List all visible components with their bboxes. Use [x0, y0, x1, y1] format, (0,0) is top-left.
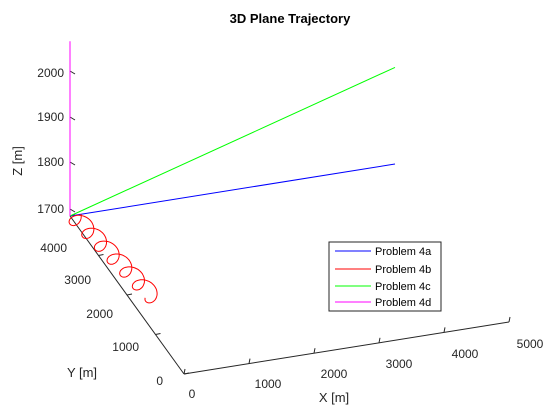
tick-mark	[508, 316, 511, 323]
tick-mark	[183, 368, 186, 375]
legend-label-4c: Problem 4c	[375, 281, 431, 293]
tick-mark-group	[69, 70, 511, 375]
tick-mark	[443, 327, 446, 333]
tick-mark	[69, 208, 76, 213]
tick-mark	[155, 333, 161, 335]
tick-mark	[69, 116, 76, 121]
z-tick-label: 1900	[37, 110, 64, 124]
x-tick-label: 5000	[517, 337, 544, 351]
z-axis-label: Z [m]	[10, 146, 25, 176]
x-tick-label: 0	[189, 387, 196, 401]
z-tick-label: 1800	[37, 155, 64, 169]
series-layer	[68, 41, 396, 304]
y-tick-label: 3000	[64, 273, 91, 287]
chart-title: 3D Plane Trajectory	[230, 11, 351, 26]
x-tick-label: 3000	[386, 357, 413, 371]
legend-box	[328, 241, 442, 312]
x-axis-label: X [m]	[319, 390, 349, 405]
x-tick-group: 0 1000 2000 3000 4000 5000	[189, 337, 544, 401]
z-tick-label: 2000	[37, 66, 64, 80]
y-tick-label: 4000	[40, 241, 67, 255]
y-tick-label: 1000	[112, 340, 139, 354]
y-tick-label: 2000	[86, 307, 113, 321]
tick-mark	[98, 254, 104, 256]
series-line-problem-4c	[69, 66, 396, 217]
y-tick-group: 0 1000 2000 3000 4000	[40, 241, 163, 388]
z-tick-label: 1700	[37, 202, 64, 216]
tick-mark	[378, 337, 381, 343]
series-line-problem-4a	[69, 163, 396, 217]
tick-mark	[248, 358, 251, 364]
series-line-problem-4b	[68, 213, 158, 304]
x-tick-label: 4000	[452, 347, 479, 361]
x-axis-line	[183, 321, 510, 375]
tick-mark	[69, 161, 76, 166]
legend-label-4b: Problem 4b	[375, 264, 431, 276]
x-tick-label: 1000	[255, 377, 282, 391]
x-tick-label: 2000	[321, 367, 348, 381]
legend-label-4d: Problem 4d	[375, 297, 431, 309]
legend: Problem 4a Problem 4b Problem 4c Problem…	[328, 241, 442, 312]
y-tick-label: 0	[156, 374, 163, 388]
tick-mark	[313, 348, 316, 354]
axes-3d: 0 1000 2000 3000 4000 5000 0 1000 2000 3…	[10, 66, 544, 405]
y-axis-label: Y [m]	[67, 365, 97, 380]
legend-label-4a: Problem 4a	[375, 246, 432, 258]
tick-mark	[126, 293, 133, 296]
tick-mark	[69, 70, 76, 75]
tick-mark	[183, 372, 190, 375]
z-tick-group: 1700 1800 1900 2000	[37, 66, 64, 216]
